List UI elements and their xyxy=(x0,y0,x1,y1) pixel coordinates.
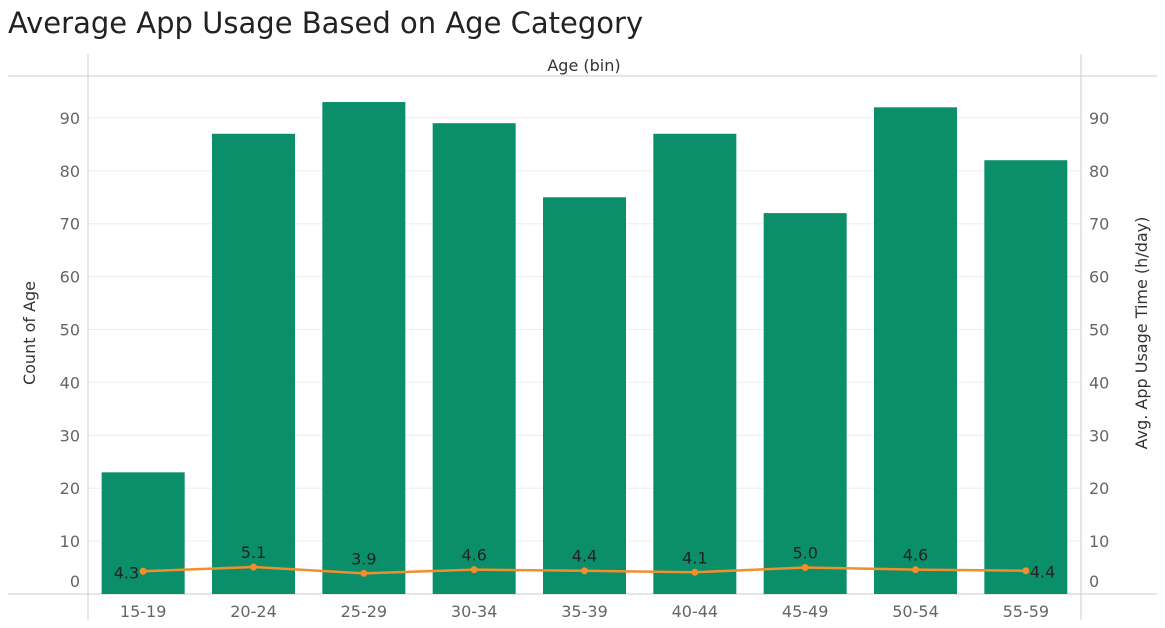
line-point xyxy=(581,567,588,575)
right-axis-ticks: 0 10 20 30 40 50 60 70 80 90 xyxy=(1089,109,1109,591)
x-tick-label: 55-59 xyxy=(1003,602,1050,621)
line-series: 4.3 5.1 3.9 4.6 4.4 4.1 5.0 4.6 4.4 xyxy=(114,543,1056,582)
y2-tick-label: 10 xyxy=(1089,532,1109,551)
line-point xyxy=(801,564,809,572)
y-tick-label: 60 xyxy=(60,268,80,287)
line-point xyxy=(470,566,478,574)
y2-tick-label: 20 xyxy=(1089,479,1109,498)
y2-tick-label: 70 xyxy=(1089,215,1109,234)
line-data-label: 4.4 xyxy=(572,547,597,566)
y2-axis-label: Avg. App Usage Time (h/day) xyxy=(1132,217,1151,450)
line-data-label: 4.3 xyxy=(114,563,139,582)
line-point xyxy=(1022,567,1030,575)
bar xyxy=(543,197,626,594)
bar xyxy=(212,133,295,594)
bar xyxy=(322,102,406,594)
y-tick-label: 20 xyxy=(60,479,80,498)
chart-title: Average App Usage Based on Age Category xyxy=(8,6,644,40)
bar-series xyxy=(101,102,1068,594)
line-data-label: 5.1 xyxy=(241,543,266,562)
x-tick-label: 50-54 xyxy=(892,602,939,621)
line-data-label: 4.1 xyxy=(682,548,707,567)
x-axis-ticks: 15-19 20-24 25-29 30-34 35-39 40-44 45-49 50-54… xyxy=(120,602,1049,621)
line-point xyxy=(360,569,368,577)
y2-tick-label: 50 xyxy=(1089,321,1109,340)
x-tick-label: 20-24 xyxy=(230,602,277,621)
y2-tick-label: 0 xyxy=(1089,572,1099,591)
y-tick-label: 30 xyxy=(60,426,80,445)
y2-tick-label: 60 xyxy=(1089,268,1109,287)
line-point xyxy=(912,566,919,574)
x-axis-label: Age (bin) xyxy=(547,56,620,75)
line-data-label: 4.4 xyxy=(1030,563,1055,582)
y-tick-label: 80 xyxy=(60,162,80,181)
bar xyxy=(653,133,737,594)
line-point xyxy=(250,563,257,571)
bar xyxy=(984,160,1068,594)
left-axis-ticks: 0 10 20 30 40 50 60 70 80 90 xyxy=(60,109,80,591)
y-tick-label: 0 xyxy=(70,572,80,591)
bar xyxy=(874,107,957,594)
y-axis-label: Count of Age xyxy=(20,281,39,385)
x-tick-label: 25-29 xyxy=(341,602,388,621)
line-data-label: 4.6 xyxy=(461,546,486,565)
x-tick-label: 15-19 xyxy=(120,602,167,621)
y-tick-label: 50 xyxy=(60,321,80,340)
y2-tick-label: 90 xyxy=(1089,109,1109,128)
bar xyxy=(763,213,847,594)
y-tick-label: 90 xyxy=(60,109,80,128)
line-data-label: 4.6 xyxy=(903,546,928,565)
x-tick-label: 40-44 xyxy=(672,602,719,621)
y2-tick-label: 80 xyxy=(1089,162,1109,181)
y2-tick-label: 40 xyxy=(1089,373,1109,392)
x-tick-label: 45-49 xyxy=(782,602,829,621)
y2-tick-label: 30 xyxy=(1089,426,1109,445)
y-tick-label: 70 xyxy=(60,215,80,234)
line-point xyxy=(139,567,147,575)
bar xyxy=(432,123,516,594)
y-tick-label: 40 xyxy=(60,373,80,392)
line-point xyxy=(691,568,699,576)
y-tick-label: 10 xyxy=(60,532,80,551)
line-data-label: 5.0 xyxy=(792,544,817,563)
x-tick-label: 30-34 xyxy=(451,602,498,621)
x-tick-label: 35-39 xyxy=(561,602,608,621)
line-data-label: 3.9 xyxy=(351,549,376,568)
